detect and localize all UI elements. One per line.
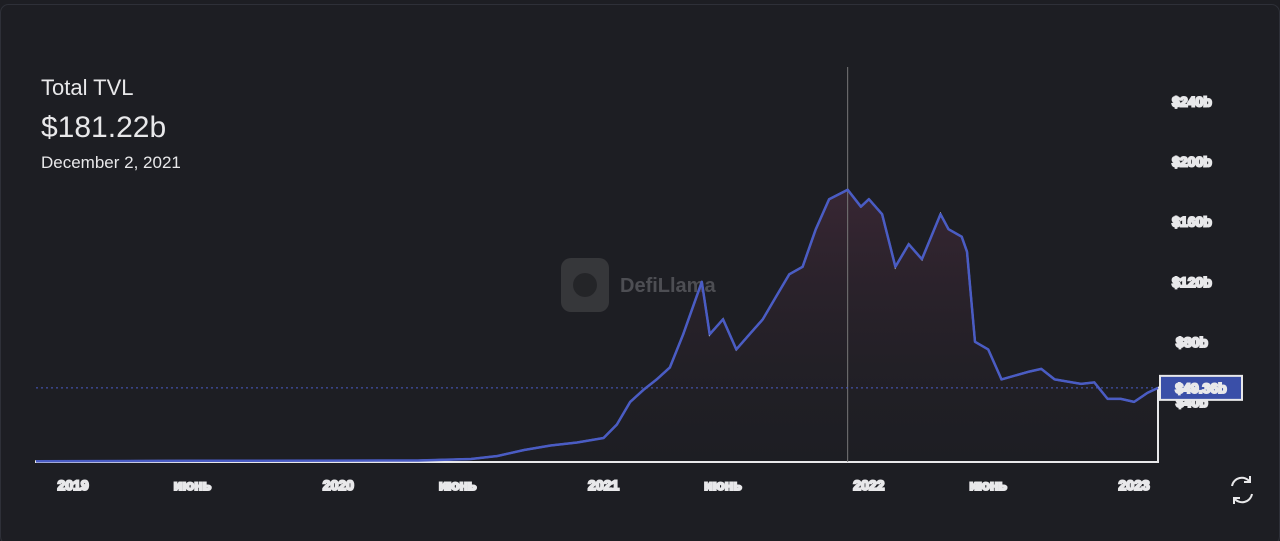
y-tick-label: $240b xyxy=(1172,94,1212,110)
y-tick-label: $120b xyxy=(1172,274,1212,290)
y-tick-label: $200b xyxy=(1172,154,1212,170)
x-tick-label: 2023 xyxy=(1119,477,1150,493)
x-tick-label: 2019 xyxy=(58,477,89,493)
watermark-logo xyxy=(561,258,609,312)
x-tick-label: 2022 xyxy=(853,477,884,493)
y-tick-label: $160b xyxy=(1172,214,1212,230)
x-tick-label: июнь xyxy=(704,477,742,493)
y-tick-label: $80b xyxy=(1176,334,1208,350)
x-tick-label: июнь xyxy=(969,477,1007,493)
hover-value: $181.22b xyxy=(41,111,166,144)
chart-title: Total TVL xyxy=(41,75,134,100)
area-line xyxy=(35,188,1159,463)
x-tick-label: 2021 xyxy=(588,477,619,493)
x-tick-label: 2020 xyxy=(323,477,354,493)
last-value-label: $49.36b xyxy=(1175,380,1226,396)
hover-date: December 2, 2021 xyxy=(41,153,181,172)
last-value-badge xyxy=(1159,374,1243,401)
watermark: DefiLlama xyxy=(620,275,716,297)
x-tick-label: июнь xyxy=(439,477,477,493)
x-tick-label: июнь xyxy=(174,477,212,493)
